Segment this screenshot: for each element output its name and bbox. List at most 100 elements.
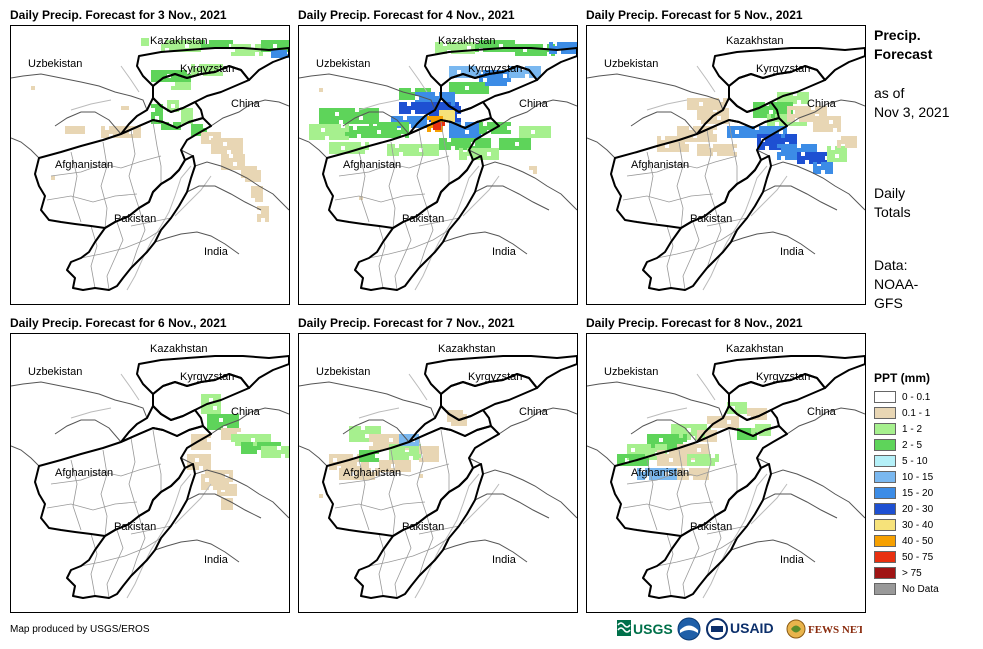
precip-cell <box>725 120 729 124</box>
precip-cell <box>407 144 411 148</box>
precip-cell <box>761 146 765 150</box>
precip-cell <box>507 40 511 44</box>
precip-cell <box>201 394 205 398</box>
precip-cell <box>261 446 265 450</box>
precip-cell <box>215 422 219 426</box>
precip-cell <box>221 154 225 158</box>
precip-cell <box>491 148 495 152</box>
precip-cell <box>207 418 211 422</box>
precip-cell <box>773 102 777 106</box>
precip-cell <box>475 44 479 48</box>
country-label-india: India <box>492 246 517 258</box>
precip-cell <box>461 70 465 74</box>
precip-cell <box>837 116 841 120</box>
precip-cell <box>503 142 507 146</box>
precip-cell <box>349 126 353 130</box>
precip-cell <box>219 150 223 154</box>
precip-cell <box>715 416 719 420</box>
precip-cell <box>411 116 415 120</box>
precip-cell <box>171 100 175 104</box>
precip-cell <box>229 488 233 492</box>
precip-cell <box>637 462 641 466</box>
precip-cell <box>167 78 171 82</box>
precip-cell <box>625 454 629 458</box>
precip-cell <box>769 138 773 142</box>
precip-cell <box>697 108 701 112</box>
precip-cell <box>771 126 775 130</box>
forecast-map: Kazakhstan Uzbekistan Kyrgyzstan China Afgha… <box>298 25 578 305</box>
precip-cell <box>357 434 361 438</box>
precip-cell <box>403 106 407 110</box>
precip-cell <box>335 116 339 120</box>
precip-cell <box>407 106 411 110</box>
forecast-map: Kazakhstan Uzbekistan Kyrgyzstan China Afgha… <box>10 333 290 613</box>
precip-cell <box>203 438 207 442</box>
precip-cell <box>329 150 333 154</box>
precip-cell <box>181 120 185 124</box>
precip-cell <box>751 408 755 412</box>
precip-cell <box>673 148 677 152</box>
precip-cell <box>239 434 243 438</box>
precip-cell <box>323 116 327 120</box>
precip-cell <box>817 128 821 132</box>
precip-cell <box>207 72 211 76</box>
precip-cell <box>697 444 701 448</box>
focus-country-outline <box>696 405 780 443</box>
precip-cell <box>735 402 739 406</box>
precip-cell <box>415 106 419 110</box>
precip-cell <box>711 98 715 102</box>
precip-cell <box>435 450 439 454</box>
legend-item: 30 - 40 <box>874 518 933 532</box>
precip-cell <box>787 114 791 118</box>
precip-cell <box>263 438 267 442</box>
precip-cell <box>491 40 495 44</box>
precip-cell <box>647 438 651 442</box>
precip-cell <box>531 48 535 52</box>
precip-cell <box>519 142 523 146</box>
precip-cell <box>531 126 535 130</box>
precip-cell <box>365 430 369 434</box>
precip-cell <box>499 142 503 146</box>
precip-cell <box>475 148 479 152</box>
precip-cell <box>817 124 821 128</box>
precip-cell <box>207 458 211 462</box>
precip-cell <box>407 116 411 120</box>
focus-country-outline <box>712 355 865 395</box>
precip-cell <box>221 478 225 482</box>
precip-cell <box>161 126 165 130</box>
country-label-kazakhstan: Kazakhstan <box>150 35 207 47</box>
precip-cell <box>225 478 229 482</box>
precip-cell <box>685 476 689 480</box>
precip-cell <box>181 40 185 44</box>
precip-cell <box>519 134 523 138</box>
precip-cell <box>199 454 203 458</box>
precip-cell <box>821 116 825 120</box>
precip-cell <box>151 74 155 78</box>
precip-cell <box>767 432 771 436</box>
precip-cell <box>739 402 743 406</box>
precip-cell <box>221 428 225 432</box>
precip-cell <box>495 148 499 152</box>
precip-cell <box>509 70 513 74</box>
precip-cell <box>669 450 673 454</box>
precip-cell <box>629 458 633 462</box>
precip-cell <box>341 458 345 462</box>
precip-cell <box>693 448 697 452</box>
precip-cell <box>481 82 485 86</box>
precip-cell <box>373 442 377 446</box>
precip-cell <box>749 436 753 440</box>
precip-cell <box>209 410 213 414</box>
precip-cell <box>427 148 431 152</box>
precip-cell <box>439 50 443 54</box>
precip-cell <box>543 52 547 56</box>
precip-cell <box>629 454 633 458</box>
precip-cell <box>179 86 183 90</box>
precip-cell <box>831 158 835 162</box>
precip-cell <box>641 476 645 480</box>
precip-cell <box>105 134 109 138</box>
precip-cell <box>661 148 665 152</box>
precip-cell <box>211 418 215 422</box>
precip-cell <box>825 170 829 174</box>
precip-cell <box>841 136 845 140</box>
precip-cell <box>373 446 377 450</box>
